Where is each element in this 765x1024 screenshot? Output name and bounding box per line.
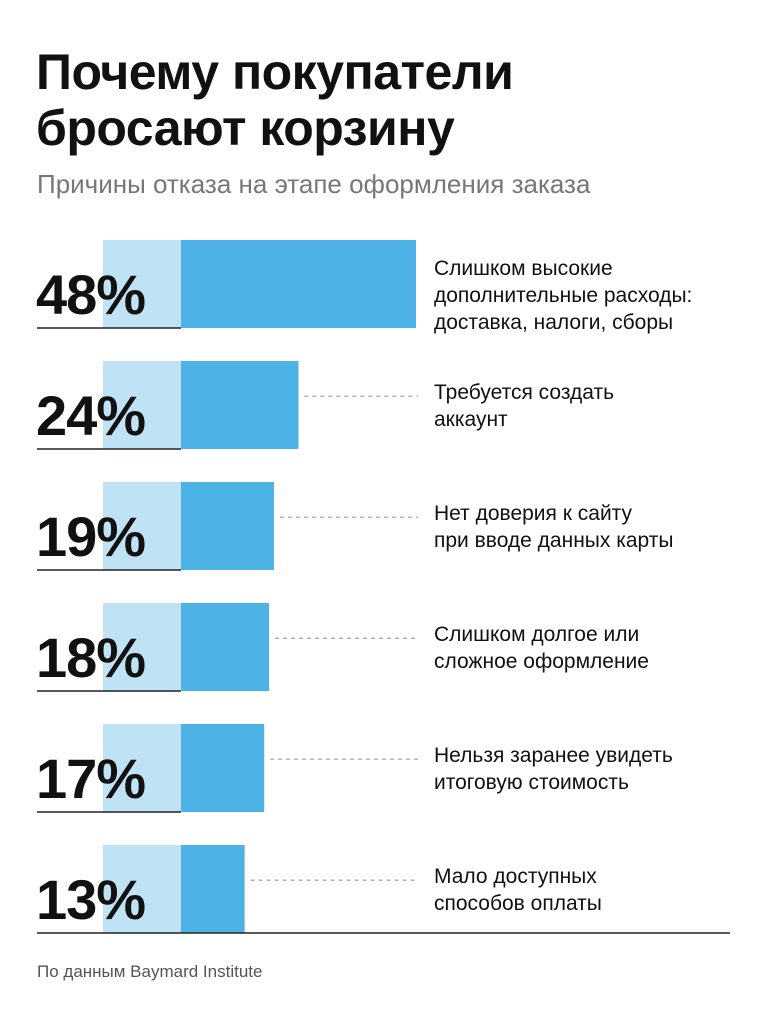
bar (181, 361, 299, 449)
bar-light-band (103, 603, 181, 691)
value-label: 48% (36, 263, 145, 326)
bar-light-band (103, 845, 181, 933)
chart-title: Почему покупатели бросают корзину (36, 44, 736, 156)
category-label: дополнительные расходы: (434, 284, 692, 307)
value-label: 17% (36, 747, 145, 810)
title-line-1: Почему покупатели (36, 44, 514, 100)
value-label: 18% (36, 626, 145, 689)
bar (181, 240, 416, 328)
category-label: итоговую стоимость (434, 771, 629, 794)
source-note: По данным Baymard Institute (37, 962, 263, 981)
bar (181, 482, 275, 570)
bar-light-band (103, 482, 181, 570)
bar (181, 845, 245, 933)
category-label: способов оплаты (434, 892, 602, 915)
category-label: Слишком высокие (434, 257, 613, 280)
bar (181, 603, 270, 691)
category-label: Слишком долгое или (434, 623, 639, 646)
value-label: 13% (36, 868, 145, 931)
category-label: Требуется создать (434, 381, 614, 404)
category-label: при вводе данных карты (434, 529, 674, 552)
bar-light-band (103, 724, 181, 812)
bar-light-band (103, 240, 181, 328)
value-label: 24% (36, 384, 145, 447)
category-label: Нельзя заранее увидеть (434, 744, 673, 767)
bar-light-band (103, 361, 181, 449)
category-label: доставка, налоги, сборы (434, 311, 673, 334)
category-label: Нет доверия к сайту (434, 502, 633, 525)
chart-subtitle: Причины отказа на этапе оформления заказ… (37, 169, 591, 199)
value-label: 19% (36, 505, 145, 568)
category-label: Мало доступных (434, 865, 597, 888)
category-label: аккаунт (434, 408, 508, 431)
bar (181, 724, 265, 812)
category-label: сложное оформление (434, 650, 649, 673)
title-line-2: бросают корзину (36, 100, 455, 156)
